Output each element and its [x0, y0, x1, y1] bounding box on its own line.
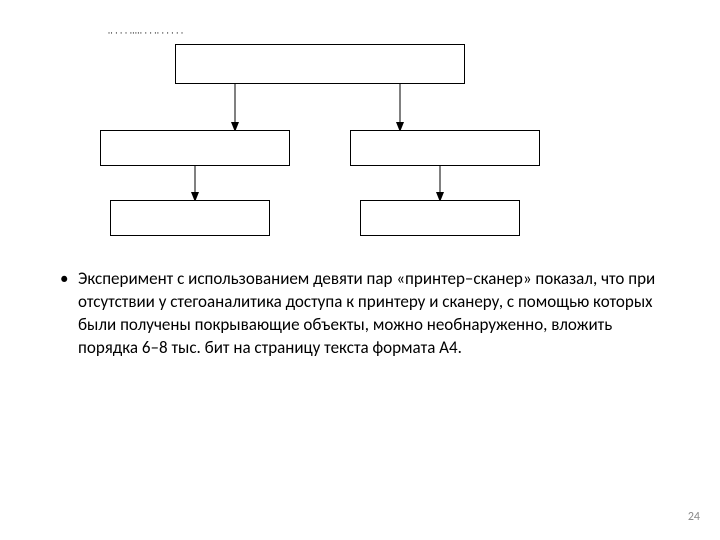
flowchart-node-left1 — [100, 130, 290, 166]
slide-subtitle: ·· · · · ····· · · ·· · · · · · — [108, 28, 184, 38]
bullet-dot: • — [60, 268, 78, 360]
bullet-text: Эксперимент с использованием девяти пар … — [78, 268, 660, 360]
flowchart-node-root — [175, 44, 465, 84]
slide-stage: ·· · · · ····· · · ·· · · · · · • Экспер… — [0, 0, 720, 540]
page-number: 24 — [688, 510, 700, 524]
flowchart-node-right2 — [360, 200, 520, 236]
flowchart-node-right1 — [350, 130, 540, 166]
flowchart-node-left2 — [110, 200, 270, 236]
bullet-paragraph: • Эксперимент с использованием девяти па… — [60, 268, 660, 360]
